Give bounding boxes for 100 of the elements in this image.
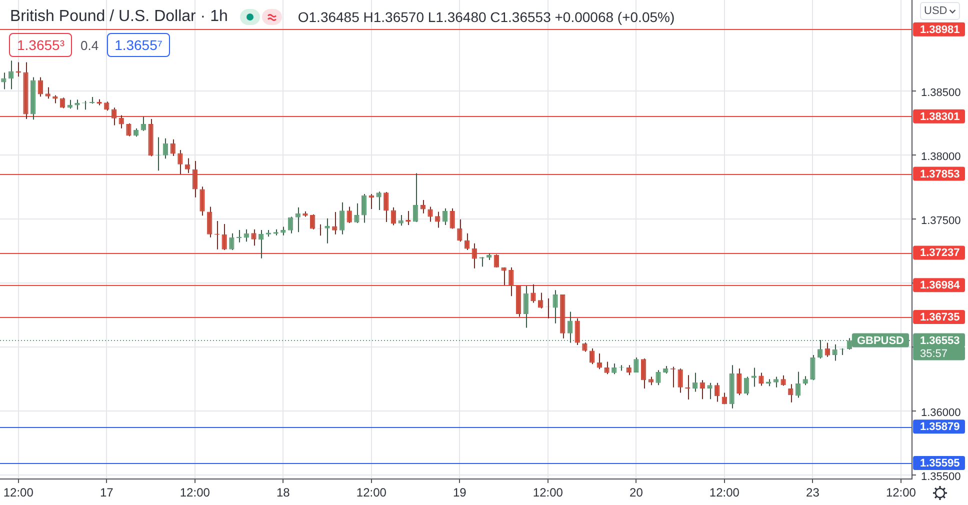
candlestick — [744, 376, 750, 396]
candlestick — [450, 208, 455, 230]
candlestick — [567, 311, 573, 344]
candlestick — [104, 101, 110, 112]
candlestick — [736, 368, 742, 396]
candlestick — [178, 149, 183, 175]
y-tick-label: 1.35500 — [921, 471, 961, 484]
candlestick — [442, 208, 448, 226]
x-tick-label: 12:00 — [3, 486, 34, 500]
ref-line-label: 1.36553 — [920, 334, 960, 347]
candlestick — [229, 232, 234, 250]
y-tick-label: 1.37500 — [921, 215, 961, 228]
ref-line-label: 1.38981 — [920, 24, 960, 36]
candlestick — [310, 214, 316, 230]
candlestick — [428, 206, 433, 222]
candlestick — [251, 228, 256, 246]
candlestick — [184, 158, 190, 174]
annotation: GBPUSD — [856, 334, 904, 347]
candlestick — [295, 206, 300, 233]
candlestick — [236, 230, 242, 243]
candlestick — [810, 354, 816, 381]
x-tick-label: 23 — [806, 486, 820, 500]
x-tick-label: 20 — [630, 486, 644, 500]
ref-line-label: 1.36735 — [920, 312, 960, 324]
candlestick — [692, 372, 698, 392]
text: British Pound / U.S. Dollar · 1h — [10, 8, 228, 26]
candlestick — [773, 376, 779, 388]
candlestick — [390, 206, 396, 226]
candlestick — [126, 122, 132, 137]
ref-line-label: 1.35595 — [920, 458, 960, 470]
text: 35:57 — [920, 348, 948, 360]
candlestick — [582, 342, 588, 352]
candlestick — [222, 224, 227, 250]
x-tick-label: 12:00 — [709, 486, 740, 500]
candlestick — [640, 358, 646, 389]
y-tick-label: 1.38000 — [921, 151, 961, 163]
candlestick — [170, 138, 176, 156]
candlestick — [494, 254, 500, 268]
candlestick — [501, 266, 506, 286]
annotation: 1.3655⁷ — [106, 33, 170, 57]
x-tick-label: 12:00 — [180, 486, 210, 500]
candlestick — [824, 342, 830, 358]
candlestick — [508, 266, 514, 297]
candlestick — [361, 194, 367, 224]
candlestick — [472, 242, 477, 269]
ref-line-label: 1.37853 — [920, 168, 960, 180]
y-tick-label: 1.38500 — [921, 86, 961, 99]
candlestick — [574, 318, 580, 346]
ref-line-label: 1.35879 — [920, 421, 960, 434]
candlestick — [192, 160, 198, 198]
candlestick — [288, 216, 294, 234]
x-tick-label: 12:00 — [886, 486, 916, 500]
candlestick — [8, 60, 14, 90]
x-tick-label: 19 — [453, 486, 467, 500]
candlestick — [758, 372, 764, 386]
candlestick — [626, 364, 632, 376]
x-tick-label: 12:00 — [532, 486, 564, 500]
candlestick — [200, 186, 205, 216]
x-tick-label: 12:00 — [356, 486, 387, 500]
candlestick — [412, 172, 418, 222]
candlestick — [74, 99, 80, 110]
candlestick — [530, 284, 536, 304]
candlestick — [788, 384, 794, 403]
candlestick — [832, 344, 838, 362]
candlestick — [60, 97, 66, 109]
candlestick — [612, 362, 617, 375]
candlestick — [324, 218, 330, 244]
candlestick — [714, 382, 720, 402]
candlestick — [45, 86, 50, 100]
y-tick-label: 1.36000 — [921, 407, 961, 420]
dropdown-button: USD — [920, 2, 960, 20]
candlestick — [384, 191, 389, 222]
candlestick — [457, 218, 462, 242]
x-tick-label: 17 — [100, 486, 114, 500]
candlestick — [162, 138, 168, 160]
ref-line-label: 1.36984 — [920, 280, 961, 292]
annotation: 0.4 — [80, 38, 99, 52]
candlestick — [435, 211, 440, 228]
ref-line-label: 1.38301 — [920, 110, 960, 123]
candlestick — [707, 382, 712, 400]
candlestick — [678, 368, 683, 394]
candlestick — [376, 191, 382, 211]
candlestick — [339, 202, 345, 235]
ref-line-label: 1.37237 — [920, 247, 960, 260]
x-tick-label: 18 — [276, 486, 290, 500]
candlestick — [656, 370, 661, 386]
candlestick — [346, 206, 352, 224]
candlestick — [795, 371, 801, 398]
annotation: 1.3655³ — [9, 33, 72, 57]
candlestick — [634, 356, 639, 373]
candlestick — [38, 76, 44, 98]
candlestick — [589, 348, 595, 365]
candlestick — [111, 107, 117, 126]
candlestick — [552, 290, 558, 324]
candlestick — [700, 380, 705, 400]
candlestick — [354, 202, 360, 224]
candlestick — [332, 211, 338, 235]
candlestick — [140, 116, 146, 132]
text: O1.36485 H1.36570 L1.36480 C1.36553 +0.00068 (+0.05%) — [298, 9, 675, 25]
candlestick — [604, 361, 610, 375]
